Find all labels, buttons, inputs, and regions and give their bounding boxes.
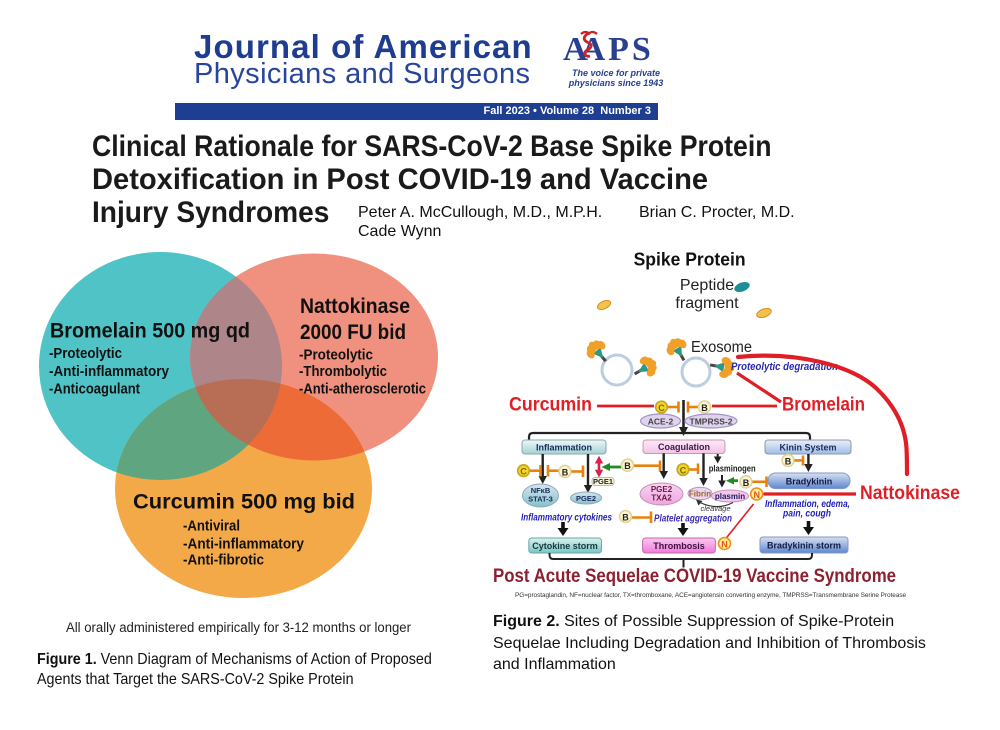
svg-text:NFκB: NFκB bbox=[531, 486, 551, 495]
svg-text:C: C bbox=[680, 466, 687, 476]
svg-text:Peptide: Peptide bbox=[680, 277, 734, 294]
svg-text:plasminogen: plasminogen bbox=[709, 464, 756, 474]
svg-text:-Anti-inflammatory: -Anti-inflammatory bbox=[183, 536, 305, 553]
svg-text:-Proteolytic: -Proteolytic bbox=[49, 345, 122, 362]
svg-text:plasmin: plasmin bbox=[715, 492, 745, 501]
svg-text:Bromelain 500 mg qd: Bromelain 500 mg qd bbox=[50, 320, 250, 343]
svg-text:C: C bbox=[520, 467, 527, 477]
svg-text:TMPRSS-2: TMPRSS-2 bbox=[690, 417, 733, 427]
svg-text:Curcumin: Curcumin bbox=[509, 395, 592, 416]
svg-text:PGE2: PGE2 bbox=[651, 485, 673, 494]
svg-text:Bradykinin: Bradykinin bbox=[786, 477, 833, 487]
svg-text:Kinin System: Kinin System bbox=[779, 443, 836, 453]
svg-text:Nattokinase: Nattokinase bbox=[300, 295, 410, 318]
svg-text:-Anticoagulant: -Anticoagulant bbox=[49, 381, 140, 398]
svg-text:fragment: fragment bbox=[675, 295, 739, 312]
svg-text:N: N bbox=[753, 490, 760, 500]
svg-text:C: C bbox=[658, 403, 665, 413]
svg-text:Proteolytic degradation: Proteolytic degradation bbox=[731, 361, 838, 373]
svg-text:Platelet aggregation: Platelet aggregation bbox=[654, 513, 732, 525]
svg-text:TXA2: TXA2 bbox=[651, 494, 672, 503]
svg-text:Exosome: Exosome bbox=[691, 339, 752, 356]
svg-text:-Anti-inflammatory: -Anti-inflammatory bbox=[49, 363, 170, 380]
svg-text:B: B bbox=[622, 513, 629, 523]
svg-text:B: B bbox=[701, 403, 708, 413]
svg-text:B: B bbox=[624, 461, 631, 471]
svg-text:Bradykinin storm: Bradykinin storm bbox=[767, 541, 841, 551]
svg-text:-Anti-fibrotic: -Anti-fibrotic bbox=[183, 552, 264, 569]
svg-text:Thrombosis: Thrombosis bbox=[653, 541, 705, 551]
svg-text:Nattokinase: Nattokinase bbox=[860, 483, 960, 504]
svg-text:N: N bbox=[721, 540, 728, 550]
svg-text:Inflammatory cytokines: Inflammatory cytokines bbox=[521, 512, 612, 524]
svg-text:Bromelain: Bromelain bbox=[782, 395, 865, 416]
svg-text:-Thrombolytic: -Thrombolytic bbox=[299, 363, 387, 380]
svg-text:STAT-3: STAT-3 bbox=[528, 495, 553, 504]
svg-text:Cytokine storm: Cytokine storm bbox=[532, 541, 598, 551]
svg-text:PGE1: PGE1 bbox=[593, 477, 613, 486]
svg-text:Inflammation, edema,: Inflammation, edema, bbox=[765, 499, 850, 510]
svg-text:ACE-2: ACE-2 bbox=[648, 417, 674, 427]
svg-text:2000 FU bid: 2000 FU bid bbox=[300, 321, 406, 344]
svg-text:pain, cough: pain, cough bbox=[782, 509, 831, 520]
svg-text:PGE2: PGE2 bbox=[576, 494, 596, 503]
svg-text:-Antiviral: -Antiviral bbox=[183, 518, 240, 535]
svg-text:cleavage: cleavage bbox=[701, 504, 731, 513]
svg-text:Coagulation: Coagulation bbox=[658, 442, 710, 452]
svg-text:B: B bbox=[562, 468, 569, 478]
svg-text:Inflammation: Inflammation bbox=[536, 443, 592, 453]
svg-text:Curcumin 500 mg bid: Curcumin 500 mg bid bbox=[133, 490, 355, 513]
svg-text:Spike Protein: Spike Protein bbox=[634, 250, 746, 270]
svg-text:Fibrin: Fibrin bbox=[689, 490, 711, 499]
svg-text:-Proteolytic: -Proteolytic bbox=[299, 347, 373, 364]
svg-text:-Anti-atherosclerotic: -Anti-atherosclerotic bbox=[299, 381, 426, 398]
svg-text:B: B bbox=[785, 456, 792, 466]
svg-text:B: B bbox=[743, 478, 750, 488]
